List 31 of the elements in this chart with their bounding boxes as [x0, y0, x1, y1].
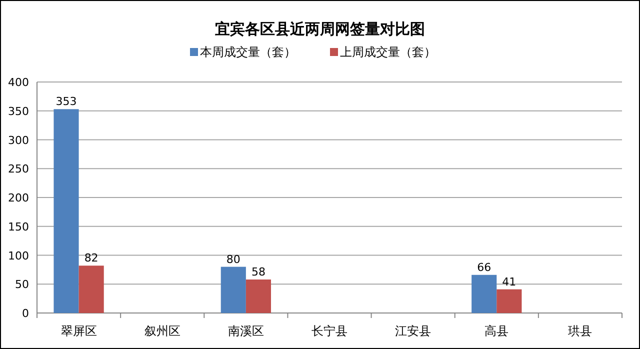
data-label: 41: [502, 275, 516, 288]
bar: [472, 274, 497, 313]
bar: [220, 266, 246, 313]
y-tick-label: 0: [22, 307, 29, 320]
data-label: 82: [84, 252, 98, 265]
legend-label: 本周成交量（套）: [200, 45, 296, 59]
x-tick-label: 叙州区: [144, 324, 180, 338]
bar: [54, 109, 79, 313]
data-label: 58: [251, 266, 266, 279]
y-tick-label: 100: [8, 249, 29, 262]
data-label: 353: [56, 95, 77, 108]
x-tick-label: 翠屏区: [60, 324, 97, 338]
x-tick-label: 长宁县: [312, 324, 348, 338]
bar: [246, 280, 271, 313]
y-tick-label: 400: [8, 76, 29, 89]
x-tick-label: 珙县: [568, 324, 592, 338]
legend-label: 上周成交量（套）: [340, 45, 436, 59]
y-tick-label: 200: [8, 192, 29, 204]
x-tick-label: 江安县: [395, 324, 432, 338]
y-tick-label: 150: [8, 220, 29, 234]
bar: [78, 266, 104, 313]
y-tick-label: 50: [15, 278, 29, 292]
bar: [496, 289, 522, 313]
chart-title: 宜宾各区县近两周网签量对比图: [215, 20, 425, 38]
y-tick-label: 350: [8, 104, 29, 118]
data-label: 80: [226, 252, 240, 266]
y-tick-label: 300: [8, 134, 29, 147]
x-tick-label: 南溪区: [228, 324, 264, 338]
x-tick-label: 高县: [484, 324, 509, 338]
data-label: 66: [477, 260, 492, 274]
y-tick-label: 250: [8, 162, 29, 176]
